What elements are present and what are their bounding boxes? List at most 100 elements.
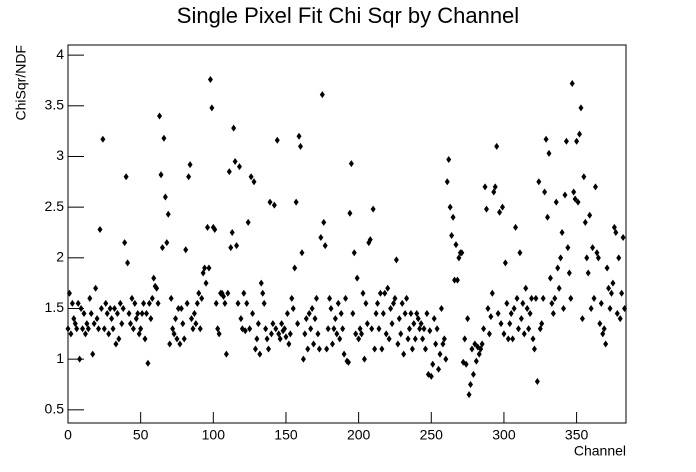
data-point	[235, 299, 241, 307]
data-point	[199, 294, 205, 302]
data-point	[157, 112, 163, 120]
data-point	[473, 357, 479, 365]
data-point	[332, 315, 338, 323]
data-point	[328, 304, 334, 312]
data-point	[511, 304, 517, 312]
data-point	[364, 320, 370, 328]
data-point	[542, 188, 548, 196]
data-point	[359, 330, 365, 338]
data-point	[277, 335, 283, 343]
data-point	[184, 299, 190, 307]
y-tick-label: 0.5	[45, 401, 65, 417]
data-point	[260, 289, 266, 297]
data-point	[293, 198, 299, 206]
data-point	[270, 320, 276, 328]
data-point	[561, 304, 567, 312]
data-point	[222, 299, 228, 307]
data-point	[186, 173, 192, 181]
y-tick-label: 2	[56, 249, 64, 265]
data-point	[329, 340, 335, 348]
data-point	[141, 299, 147, 307]
x-tick-label: 350	[565, 427, 589, 443]
data-point	[590, 244, 596, 252]
data-point	[510, 335, 516, 343]
data-point	[78, 304, 84, 312]
data-point	[213, 299, 219, 307]
data-point	[175, 304, 181, 312]
data-point	[345, 358, 351, 366]
data-point	[614, 310, 620, 318]
data-point	[556, 284, 562, 292]
data-point	[520, 299, 526, 307]
data-point	[552, 294, 558, 302]
data-point	[271, 201, 277, 209]
data-point	[377, 289, 383, 297]
data-point	[215, 325, 221, 333]
data-point	[287, 330, 293, 338]
data-point	[456, 254, 462, 262]
data-point	[193, 320, 199, 328]
x-tick-label: 300	[492, 427, 516, 443]
data-point	[161, 134, 167, 142]
data-point	[406, 325, 412, 333]
data-point	[604, 264, 610, 272]
data-point	[431, 315, 437, 323]
data-point	[351, 249, 357, 257]
data-point	[444, 178, 450, 186]
data-point	[356, 335, 362, 343]
data-point	[298, 142, 303, 150]
y-tick-label: 1.5	[45, 299, 65, 315]
data-point	[402, 310, 408, 318]
data-point	[568, 294, 574, 302]
data-point	[228, 244, 234, 252]
data-point	[302, 330, 308, 338]
data-point	[501, 330, 507, 338]
data-point	[180, 320, 186, 328]
data-point	[579, 315, 585, 323]
data-point	[466, 391, 472, 399]
data-point	[620, 234, 626, 242]
data-point	[87, 294, 93, 302]
data-point	[88, 310, 94, 318]
data-point	[125, 259, 131, 267]
data-point	[619, 289, 625, 297]
data-point	[338, 310, 344, 318]
data-point	[252, 345, 258, 353]
data-point	[492, 183, 498, 191]
data-point	[578, 104, 584, 112]
data-point	[267, 198, 273, 206]
data-point	[103, 299, 109, 307]
data-point	[117, 299, 123, 307]
data-point	[357, 325, 363, 333]
data-point	[617, 315, 623, 323]
data-point	[470, 370, 476, 378]
data-point	[158, 171, 164, 179]
data-point	[66, 289, 72, 297]
data-point	[488, 313, 494, 321]
y-tick-label: 4	[56, 46, 64, 62]
x-tick-label: 50	[133, 427, 149, 443]
data-point	[388, 304, 394, 312]
data-point	[85, 325, 91, 333]
data-point	[324, 345, 330, 353]
data-point	[438, 304, 444, 312]
data-point	[393, 256, 399, 264]
data-point	[622, 304, 628, 312]
data-point	[350, 310, 356, 318]
data-point	[539, 320, 545, 328]
data-point	[165, 210, 171, 218]
data-point	[209, 104, 215, 112]
data-point	[436, 365, 442, 373]
data-point	[168, 294, 174, 302]
data-point	[421, 325, 427, 333]
data-point	[484, 205, 489, 213]
data-point	[318, 234, 324, 242]
data-point	[254, 335, 260, 343]
data-point	[559, 228, 565, 236]
data-point	[334, 330, 340, 338]
data-point	[91, 320, 97, 328]
data-point	[595, 254, 601, 262]
data-point	[216, 330, 222, 338]
data-point	[409, 345, 415, 353]
data-point	[443, 355, 449, 363]
